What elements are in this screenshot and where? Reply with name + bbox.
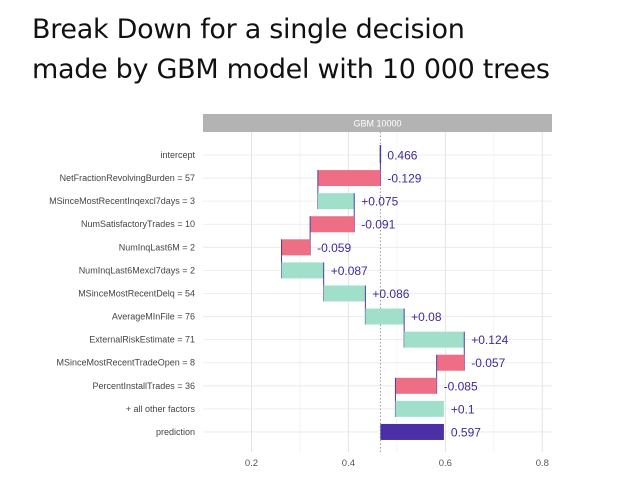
x-tick-label: 0.2 [245,458,258,469]
bar-negative [281,239,311,256]
contribution-label: +0.124 [471,333,508,347]
x-tick-label: 0.4 [342,458,355,469]
contribution-label: -0.085 [444,379,478,393]
y-axis-label: NetFractionRevolvingBurden = 57 [60,173,195,183]
y-axis-label: ExternalRiskEstimate = 71 [89,335,195,345]
page-title-line-2: made by GBM model with 10 000 trees [32,54,550,85]
y-axis-label: + all other factors [126,404,196,414]
contribution-label: +0.087 [331,264,368,278]
bar-prediction [380,423,444,440]
contribution-label: +0.1 [451,402,475,416]
contribution-label: 0.597 [451,425,481,439]
bar-positive [365,308,405,325]
y-axis-label: AverageMInFile = 76 [112,312,195,322]
contribution-label: +0.075 [361,195,398,209]
y-axis-label: MSinceMostRecentDelq = 54 [78,288,195,298]
bar-positive [404,331,465,348]
contribution-label: +0.086 [372,287,409,301]
bar-positive [281,262,324,279]
contribution-label: 0.466 [387,149,417,163]
page-title-line-1: Break Down for a single decision [32,14,465,45]
bar-negative [317,170,381,187]
y-axis-label: PercentInstallTrades = 36 [93,381,195,391]
contribution-label: +0.08 [411,310,442,324]
y-axis-label: intercept [160,150,195,160]
y-axis-label: prediction [156,427,195,437]
panel-strip [203,114,552,132]
contribution-label: -0.091 [361,218,395,232]
y-axis-label: MSinceMostRecentInqexcl7days = 3 [49,196,195,206]
bar-positive [395,400,444,417]
bar-positive [317,193,355,210]
x-tick-label: 0.8 [536,458,549,469]
y-axis-label: NumInqLast6M = 2 [119,242,195,252]
y-axis-label: NumSatisfactoryTrades = 10 [81,219,195,229]
contribution-label: -0.059 [317,241,351,255]
y-axis-label: MSinceMostRecentTradeOpen = 8 [57,358,196,368]
bar-negative [310,216,355,233]
y-axis-label: NumInqLast6Mexcl7days = 2 [79,265,195,275]
bar-positive [323,285,366,302]
bar-negative [436,354,465,371]
contribution-label: -0.057 [471,356,505,370]
panel-title: GBM 10000 [353,119,401,129]
bar-negative [395,377,437,394]
contribution-label: -0.129 [387,172,421,186]
x-tick-label: 0.6 [439,458,452,469]
